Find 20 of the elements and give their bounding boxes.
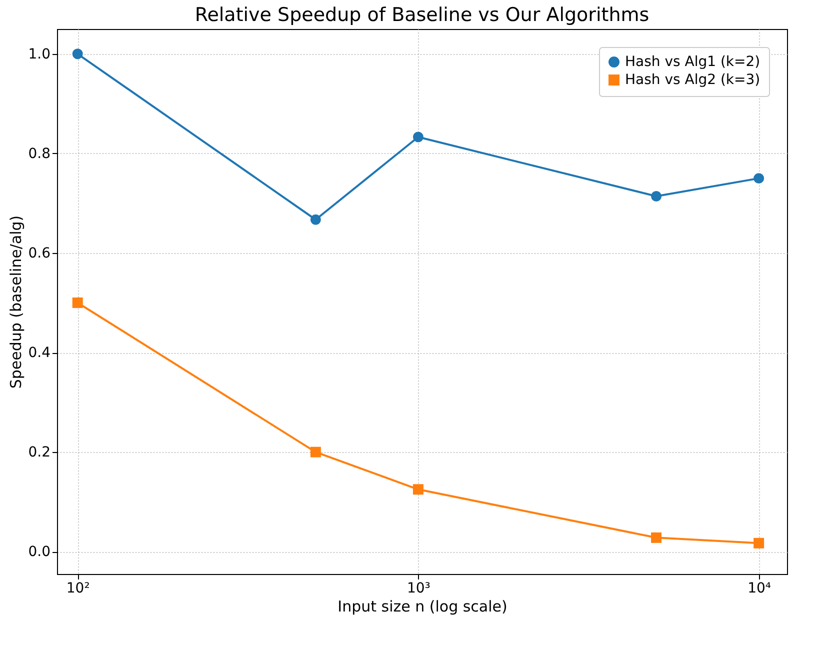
point [412, 484, 424, 495]
y-tick-label: 0.2 [28, 444, 50, 461]
x-axis-title: Input size n (log scale) [338, 598, 508, 616]
x-tick-label: 10⁴ [748, 580, 772, 596]
legend-label: Hash vs Alg2 (k=3) [625, 72, 760, 88]
y-tick-label: 0.8 [28, 146, 50, 162]
point [412, 132, 424, 142]
x-tick-label: 10² [66, 580, 90, 596]
point [754, 173, 764, 184]
legend-label: Hash vs Alg1 (k=2) [625, 54, 760, 70]
chart-title: Relative Speedup of Baseline vs Our Algorithms [194, 4, 650, 26]
point [754, 538, 764, 548]
y-tick-label: 1.0 [28, 46, 50, 62]
y-axis-title: Speedup (baseline/alg) [7, 215, 26, 389]
point [72, 298, 83, 308]
point [72, 48, 83, 60]
y-tick-label: 0.0 [28, 544, 50, 560]
y-tick-label: 0.4 [28, 345, 51, 362]
x-tick-label: 10³ [406, 580, 430, 596]
y-tick-label: 0.6 [28, 245, 51, 262]
